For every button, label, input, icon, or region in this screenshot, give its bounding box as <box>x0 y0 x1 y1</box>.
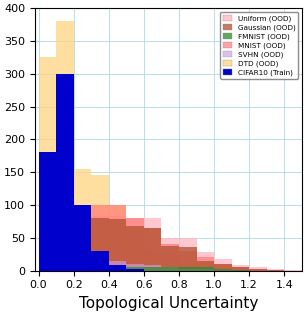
Bar <box>232 267 249 271</box>
Bar <box>232 267 249 271</box>
Bar <box>56 238 74 271</box>
Bar <box>179 267 196 271</box>
Bar <box>196 267 214 271</box>
Bar <box>39 231 56 271</box>
Bar <box>214 270 232 271</box>
Bar <box>249 269 267 271</box>
X-axis label: Topological Uncertainty: Topological Uncertainty <box>79 296 258 311</box>
Bar <box>126 228 144 271</box>
Bar <box>74 205 91 271</box>
Bar <box>39 208 56 271</box>
Bar <box>214 259 232 271</box>
Bar <box>56 202 74 271</box>
Bar <box>74 218 91 271</box>
Bar <box>126 226 144 271</box>
Bar <box>196 265 214 271</box>
Bar <box>179 263 196 271</box>
Bar <box>56 21 74 271</box>
Bar <box>144 265 161 271</box>
Bar <box>91 216 109 271</box>
Bar <box>161 244 179 271</box>
Bar <box>232 270 249 271</box>
Legend: Uniform (OOD), Gaussian (OOD), FMNIST (OOD), MNIST (OOD), SVHN (OOD), DTD (OOD),: Uniform (OOD), Gaussian (OOD), FMNIST (O… <box>220 12 298 79</box>
Bar <box>249 270 267 271</box>
Bar <box>144 267 161 271</box>
Bar <box>267 270 284 271</box>
Bar <box>196 257 214 271</box>
Bar <box>161 267 179 271</box>
Bar <box>161 254 179 271</box>
Bar <box>91 265 109 271</box>
Bar <box>196 261 214 271</box>
Bar <box>144 251 161 271</box>
Bar <box>214 268 232 271</box>
Bar <box>267 270 284 271</box>
Bar <box>109 216 126 271</box>
Bar <box>144 228 161 271</box>
Bar <box>39 218 56 271</box>
Bar <box>214 264 232 271</box>
Bar <box>161 246 179 271</box>
Bar <box>91 218 109 271</box>
Bar <box>109 219 126 271</box>
Bar <box>179 247 196 271</box>
Bar <box>267 269 284 271</box>
Bar <box>74 205 91 271</box>
Bar <box>91 257 109 271</box>
Bar <box>249 267 267 271</box>
Bar <box>109 205 126 271</box>
Bar <box>74 251 91 271</box>
Bar <box>109 261 126 271</box>
Bar <box>109 265 126 271</box>
Bar <box>39 152 56 271</box>
Bar <box>74 251 91 271</box>
Bar <box>126 218 144 271</box>
Bar <box>56 205 74 271</box>
Bar <box>126 269 144 271</box>
Bar <box>56 74 74 271</box>
Bar <box>214 264 232 271</box>
Bar <box>249 269 267 271</box>
Bar <box>232 265 249 271</box>
Bar <box>39 251 56 271</box>
Bar <box>126 264 144 271</box>
Bar <box>232 269 249 271</box>
Bar <box>39 205 56 271</box>
Bar <box>161 267 179 271</box>
Bar <box>109 205 126 271</box>
Bar <box>196 269 214 271</box>
Bar <box>179 238 196 271</box>
Bar <box>126 267 144 271</box>
Bar <box>196 252 214 271</box>
Bar <box>179 269 196 271</box>
Bar <box>74 207 91 271</box>
Bar <box>91 205 109 271</box>
Bar <box>161 238 179 271</box>
Bar <box>144 218 161 271</box>
Bar <box>91 251 109 271</box>
Bar <box>91 175 109 271</box>
Bar <box>56 205 74 271</box>
Bar <box>56 219 74 271</box>
Bar <box>214 269 232 271</box>
Bar <box>126 218 144 271</box>
Bar <box>144 228 161 271</box>
Bar <box>39 57 56 271</box>
Bar <box>109 269 126 271</box>
Bar <box>284 270 302 271</box>
Bar <box>179 251 196 271</box>
Bar <box>74 169 91 271</box>
